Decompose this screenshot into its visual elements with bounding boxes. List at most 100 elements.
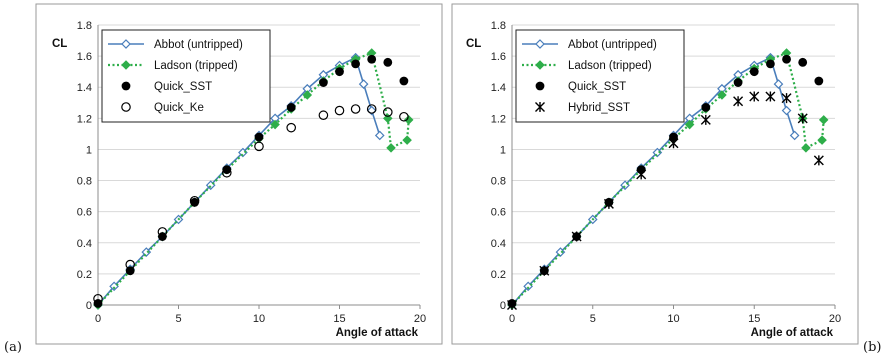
data-point xyxy=(701,103,711,112)
legend-label: Hybrid_SST xyxy=(568,102,630,114)
y-tick-label: 0.2 xyxy=(77,269,92,281)
legend-label: Ladson (tripped) xyxy=(154,60,238,72)
legend-label: Quick_SST xyxy=(154,81,212,93)
y-axis-label: CL xyxy=(52,38,67,50)
data-point xyxy=(351,59,360,69)
data-point xyxy=(781,105,792,116)
data-point xyxy=(669,132,678,142)
x-tick-label: 5 xyxy=(590,313,596,325)
data-point xyxy=(571,231,582,242)
y-tick-label: 1 xyxy=(86,144,92,156)
x-tick-label: 15 xyxy=(333,313,345,325)
y-tick-label: 0.8 xyxy=(77,176,92,188)
legend-label: Abbot (untripped) xyxy=(568,39,657,51)
x-tick-label: 20 xyxy=(829,313,841,325)
data-point xyxy=(817,135,827,145)
data-point xyxy=(302,90,313,100)
y-axis-label: CL xyxy=(466,38,481,50)
data-point xyxy=(189,195,200,206)
y-tick-label: 1.8 xyxy=(77,20,92,32)
y-tick-label: 1 xyxy=(500,144,506,156)
data-point xyxy=(717,90,727,100)
data-point xyxy=(749,91,760,102)
legend: Abbot (untripped) Ladson (tripped) Quick_S… xyxy=(515,29,685,123)
data-point xyxy=(813,155,824,166)
legend-item: Hybrid_SST xyxy=(535,102,630,114)
data-point xyxy=(366,104,377,114)
x-tick-label: 5 xyxy=(175,313,181,325)
data-point xyxy=(383,57,393,67)
x-tick-label: 15 xyxy=(748,313,760,325)
y-tick-label: 1.2 xyxy=(491,113,506,125)
series-quick-sst xyxy=(93,54,409,308)
data-point xyxy=(555,247,566,257)
data-point xyxy=(733,96,744,107)
data-point xyxy=(782,54,791,64)
series-line xyxy=(97,51,410,306)
data-point xyxy=(789,130,800,141)
legend-marker xyxy=(121,60,131,70)
series-hybrid-sst xyxy=(507,91,824,310)
legend-item: Ladson (tripped) xyxy=(108,60,238,72)
x-tick-label: 10 xyxy=(253,313,265,325)
data-point xyxy=(399,111,409,122)
data-point xyxy=(684,119,695,130)
legend-item: Abbot (untripped) xyxy=(108,39,243,51)
y-tick-label: 0 xyxy=(500,300,506,312)
data-point xyxy=(286,122,296,133)
data-point xyxy=(334,105,345,116)
data-point xyxy=(818,115,829,125)
chart-panel-a: 0 0.2 0.4 0.6 0.8 1 1.2 1.4 1.6 1.8 0 5 10 15 20 Angle … xyxy=(4,3,443,355)
data-point xyxy=(141,247,152,257)
y-tick-label: 0.4 xyxy=(77,238,92,250)
y-tick-label: 0.6 xyxy=(77,207,92,219)
legend-marker xyxy=(121,39,131,49)
legend-label: Quick_SST xyxy=(568,81,626,93)
data-point xyxy=(125,259,135,270)
data-point xyxy=(749,67,759,77)
chart-panel-b: 0 0.2 0.4 0.6 0.8 1 1.2 1.4 1.6 1.8 0 5 10 15 20 Angle … xyxy=(451,3,881,355)
data-point xyxy=(318,110,329,121)
y-tick-label: 1.2 xyxy=(77,113,92,125)
data-point xyxy=(781,93,792,104)
x-axis-label: Angle of attack xyxy=(336,327,419,339)
legend-marker xyxy=(535,39,545,49)
legend-box xyxy=(515,29,685,123)
legend-label: Quick_Ke xyxy=(154,102,204,114)
y-tick-label: 0 xyxy=(86,300,92,312)
data-point xyxy=(254,141,264,152)
data-point xyxy=(765,91,776,102)
data-point xyxy=(270,119,280,130)
data-point xyxy=(399,76,409,86)
data-point xyxy=(403,115,414,125)
legend-label: Ladson (tripped) xyxy=(568,60,652,72)
x-tick-label: 10 xyxy=(667,313,679,325)
data-point xyxy=(814,76,824,86)
data-point xyxy=(157,227,168,237)
legend-marker xyxy=(121,81,131,91)
data-point xyxy=(507,300,517,310)
data-point xyxy=(350,104,361,114)
legend-item: Abbot (untripped) xyxy=(522,39,657,51)
y-tick-label: 1.6 xyxy=(491,51,506,63)
legend-item: Quick_SST xyxy=(121,81,212,93)
legend-label: Abbot (untripped) xyxy=(154,39,243,51)
data-point xyxy=(382,107,393,117)
x-axis-label: Angle of attack xyxy=(751,327,834,339)
data-point xyxy=(797,113,808,124)
data-point xyxy=(733,78,743,87)
legend-marker xyxy=(535,81,545,91)
y-tick-label: 0.6 xyxy=(491,207,506,219)
data-point xyxy=(798,57,808,67)
data-point xyxy=(668,138,679,149)
data-point xyxy=(358,79,369,89)
x-tick-label: 0 xyxy=(509,313,515,325)
data-point xyxy=(93,293,103,304)
series-quick-ke xyxy=(93,104,409,304)
legend-marker xyxy=(535,60,545,70)
data-point xyxy=(374,130,385,141)
data-point xyxy=(766,59,775,69)
x-tick-label: 20 xyxy=(414,313,426,325)
data-point xyxy=(801,143,811,153)
